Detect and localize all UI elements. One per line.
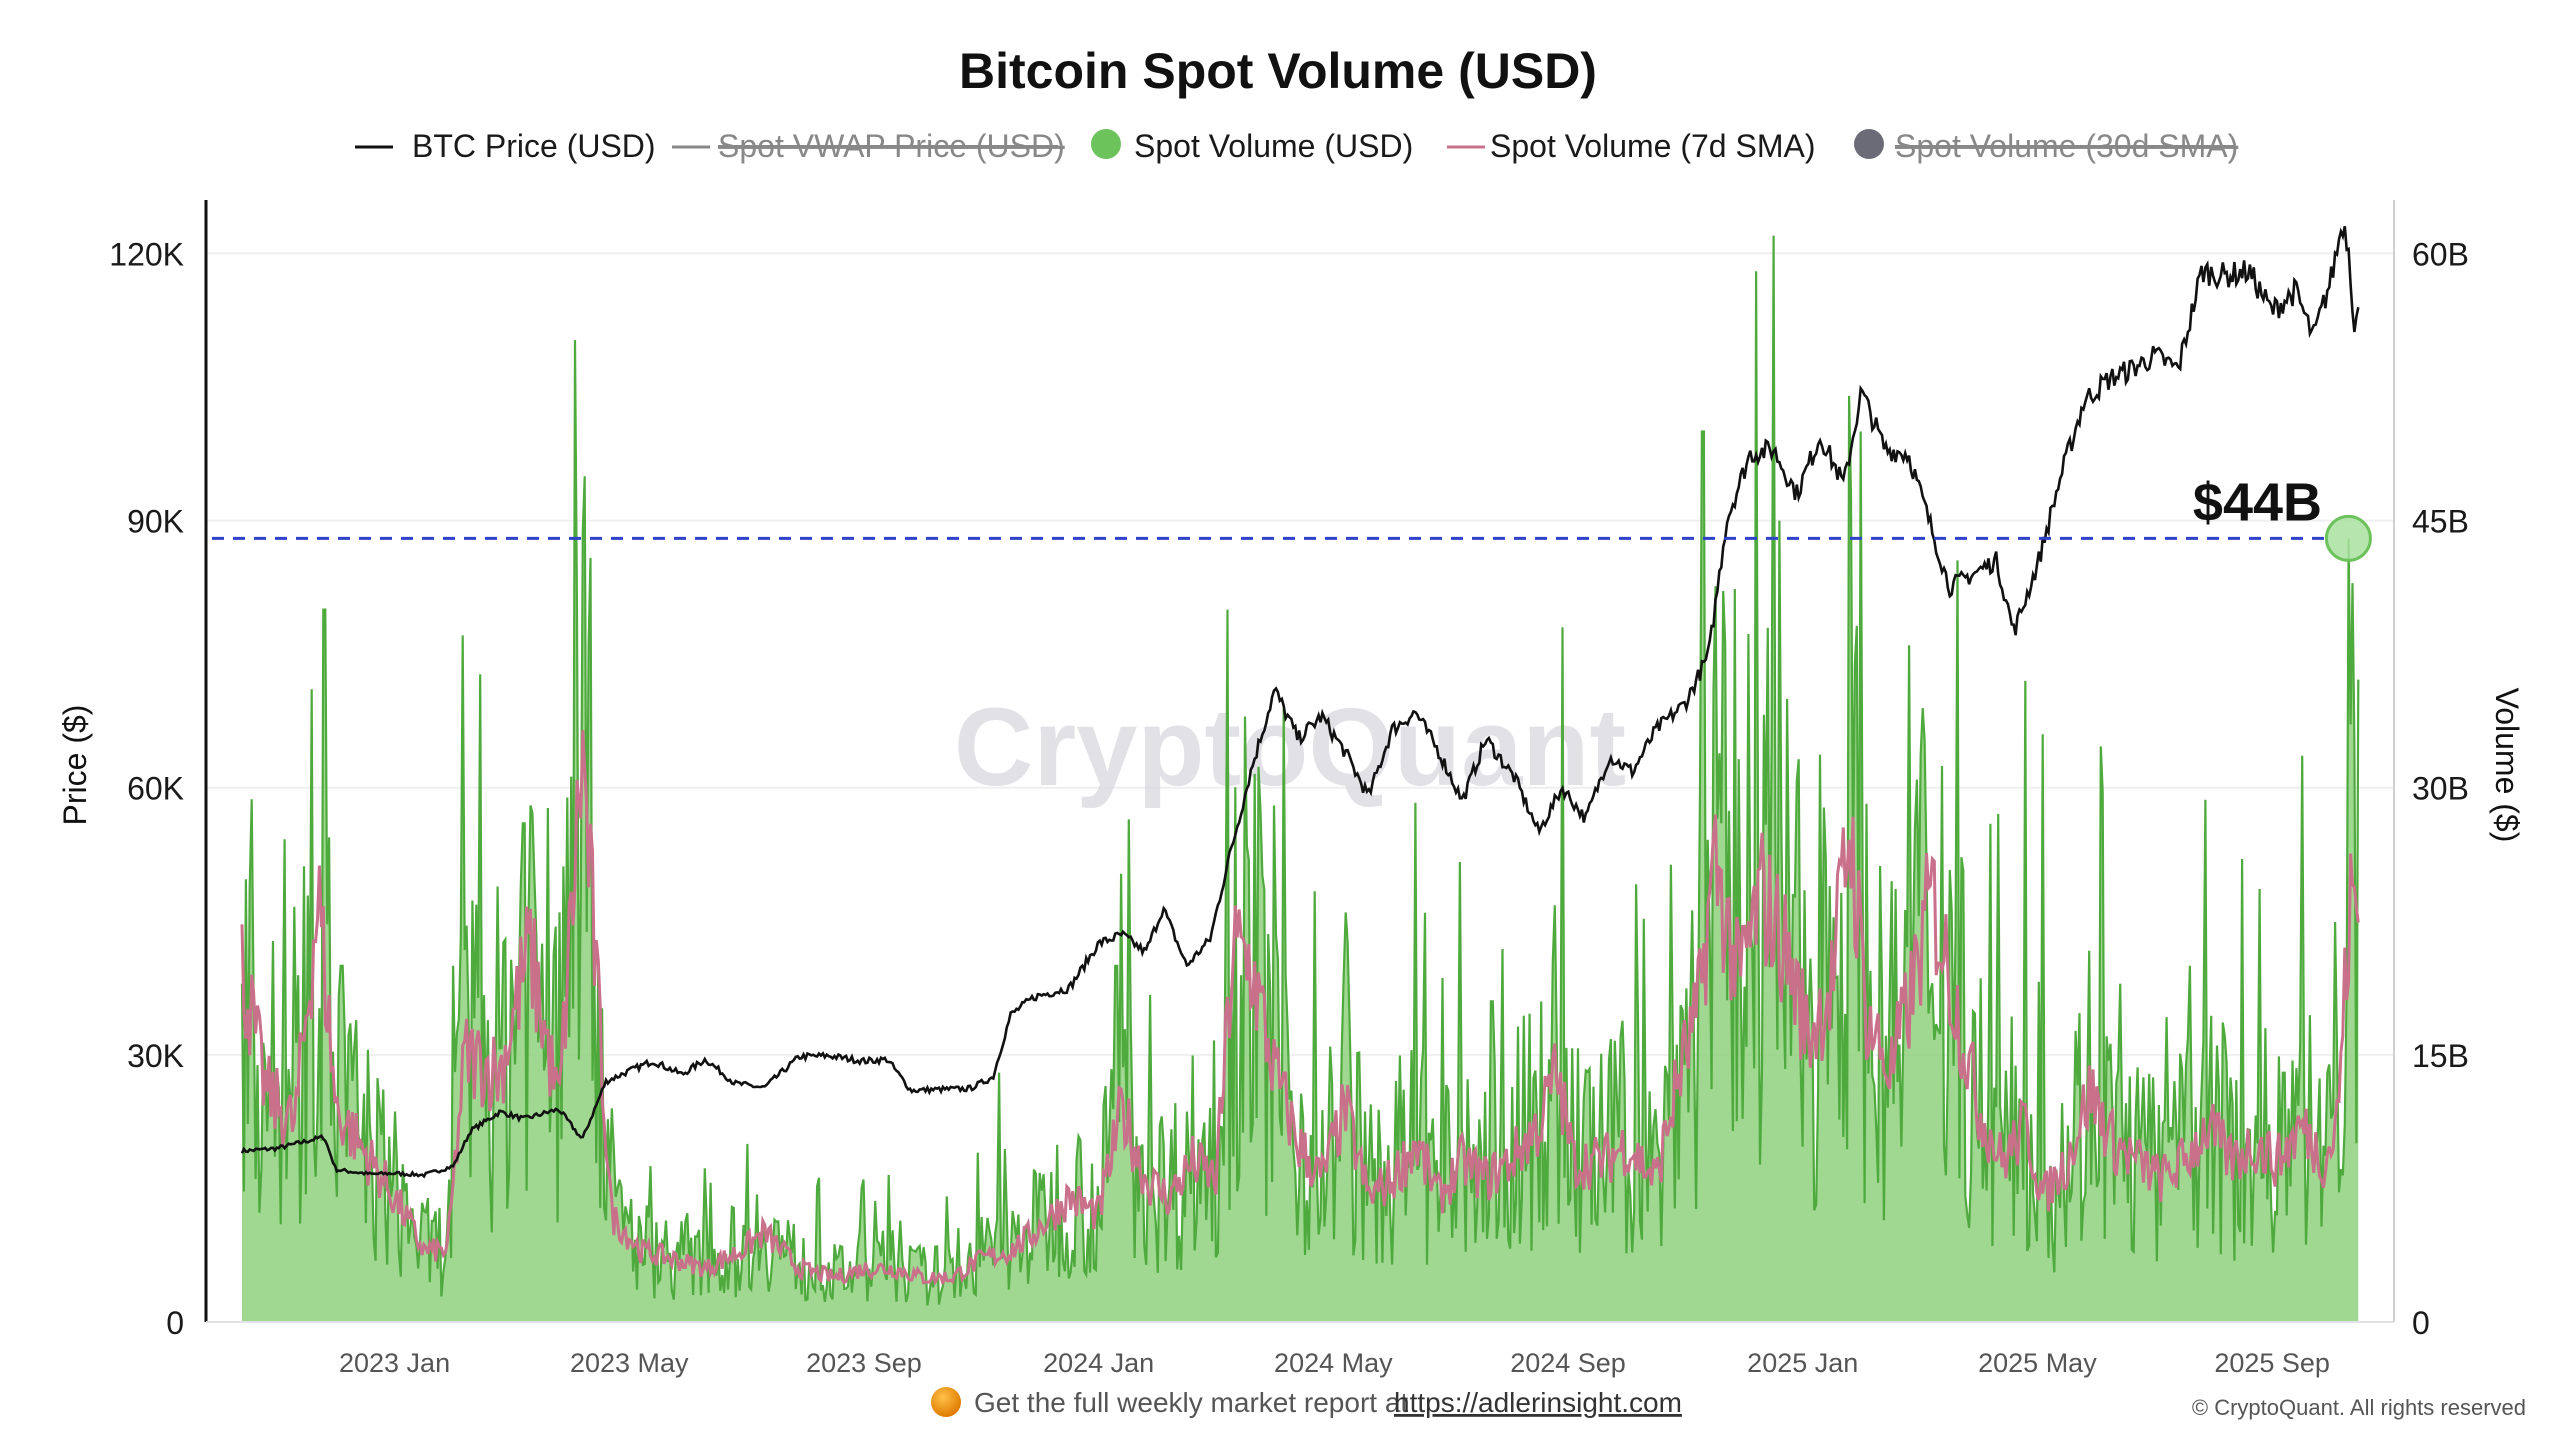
x-tick: 2023 Jan	[339, 1348, 450, 1378]
x-tick: 2025 May	[1978, 1348, 2097, 1378]
y-left-tick: 0	[166, 1305, 184, 1341]
annotation-marker[interactable]	[2324, 514, 2372, 562]
legend-dot-swatch	[1854, 129, 1884, 159]
y-right-tick: 60B	[2412, 236, 2469, 272]
legend-item[interactable]: Spot Volume (USD)	[1091, 128, 1413, 164]
btc-price-line	[240, 225, 2360, 1179]
y-left-tick: 90K	[127, 504, 184, 540]
x-tick: 2024 May	[1274, 1348, 1393, 1378]
chart-title: Bitcoin Spot Volume (USD)	[959, 43, 1597, 99]
footer-orb-icon	[931, 1387, 961, 1417]
x-tick: 2023 Sep	[806, 1348, 922, 1378]
legend-label: BTC Price (USD)	[412, 128, 656, 164]
x-tick: 2025 Sep	[2214, 1348, 2330, 1378]
y-right-tick: 0	[2412, 1305, 2430, 1341]
y-left-tick: 30K	[127, 1038, 184, 1074]
legend-label: Spot Volume (7d SMA)	[1490, 128, 1815, 164]
footer-prefix: Get the full weekly market report at	[974, 1387, 1408, 1418]
legend-item[interactable]: Spot Volume (30d SMA)	[1854, 128, 2238, 164]
y-left-tick: 60K	[127, 771, 184, 807]
watermark: CryptoQuant	[954, 686, 1626, 809]
y-left-axis-label: Price ($)	[57, 705, 93, 826]
y-right-tick: 30B	[2412, 771, 2469, 807]
footer-link[interactable]: https://adlerinsight.com	[1394, 1387, 1682, 1418]
legend-item[interactable]: Spot VWAP Price (USD)	[672, 128, 1065, 164]
x-ticks: 2023 Jan 2023 May 2023 Sep 2024 Jan 2024 May…	[339, 1348, 2330, 1378]
sma7-line	[240, 730, 2360, 1287]
y-right-ticks: 0 15B 30B 45B 60B	[2412, 236, 2469, 1341]
x-tick: 2023 May	[570, 1348, 689, 1378]
chart-legend[interactable]: BTC Price (USD) Spot VWAP Price (USD) Spot…	[355, 128, 2238, 164]
legend-label: Spot Volume (USD)	[1134, 128, 1413, 164]
legend-dot-swatch	[1091, 129, 1121, 159]
y-right-tick: 45B	[2412, 504, 2469, 540]
annotation-44b: $44B	[2193, 472, 2322, 532]
x-tick: 2024 Jan	[1043, 1348, 1154, 1378]
y-right-tick: 15B	[2412, 1038, 2469, 1074]
x-tick: 2025 Jan	[1747, 1348, 1858, 1378]
legend-item[interactable]: Spot Volume (7d SMA)	[1447, 128, 1815, 164]
y-right-axis-label: Volume ($)	[2489, 688, 2525, 843]
legend-item[interactable]: BTC Price (USD)	[355, 128, 656, 164]
copyright: © CryptoQuant. All rights reserved	[2192, 1395, 2526, 1420]
y-left-tick: 120K	[109, 236, 184, 272]
y-left-ticks: 0 30K 60K 90K 120K	[109, 236, 184, 1341]
x-tick: 2024 Sep	[1510, 1348, 1626, 1378]
